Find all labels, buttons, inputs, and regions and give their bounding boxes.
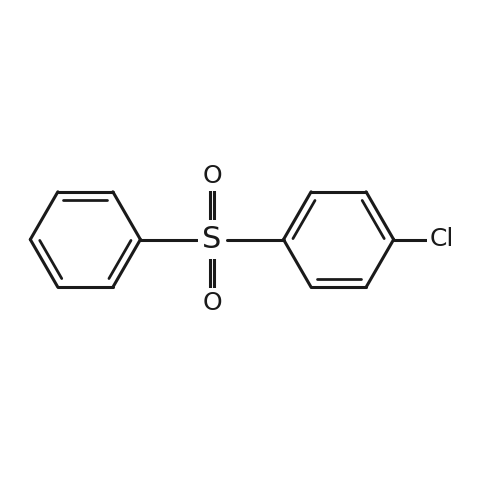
Text: O: O xyxy=(202,291,222,315)
Text: O: O xyxy=(202,164,222,188)
Text: S: S xyxy=(202,225,222,254)
Text: Cl: Cl xyxy=(430,228,454,251)
